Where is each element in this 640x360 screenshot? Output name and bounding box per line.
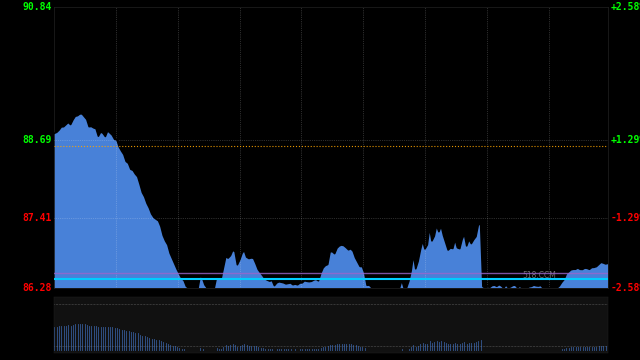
Text: 86.28: 86.28 (22, 283, 52, 293)
Text: +1.29%: +1.29% (611, 135, 640, 145)
Text: 88.69: 88.69 (22, 135, 52, 145)
Text: 518.CCM: 518.CCM (522, 271, 556, 280)
Text: 87.41: 87.41 (22, 213, 52, 224)
Text: +2.58%: +2.58% (611, 2, 640, 12)
Text: 90.84: 90.84 (22, 2, 52, 12)
Text: -2.58%: -2.58% (611, 283, 640, 293)
Text: -1.29%: -1.29% (611, 213, 640, 224)
